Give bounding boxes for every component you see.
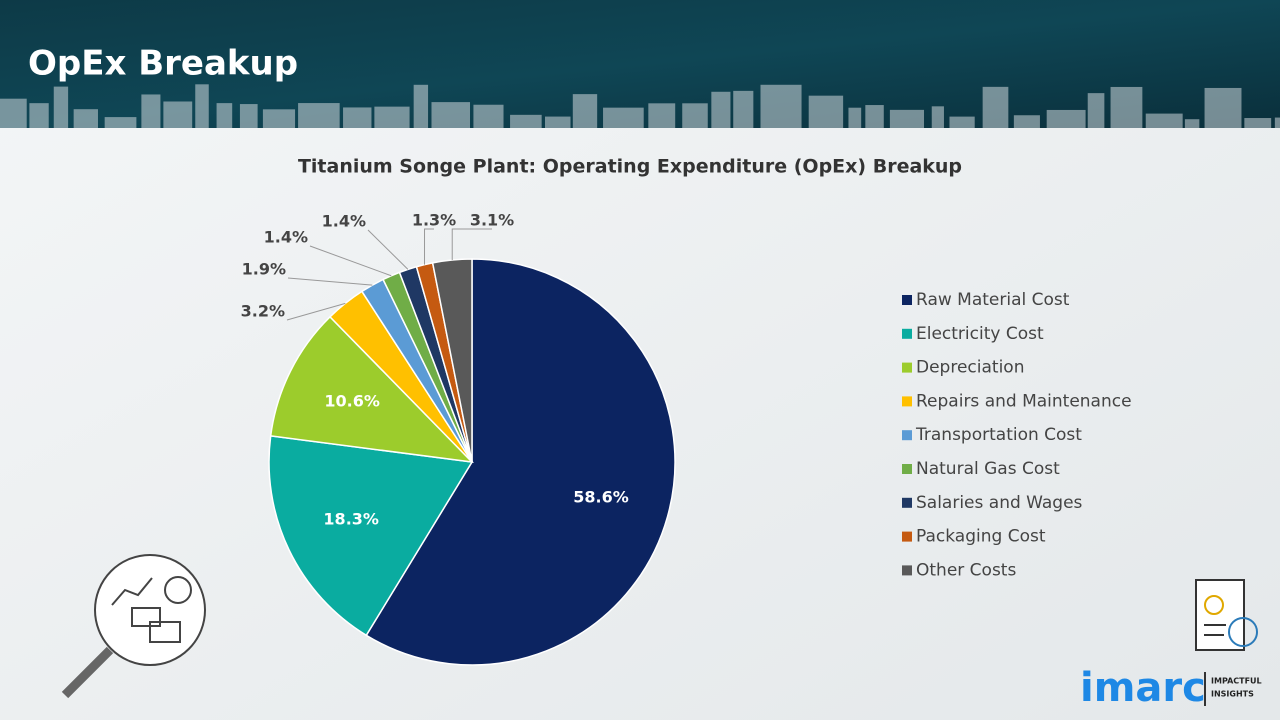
- leader-line: [287, 277, 373, 286]
- legend-swatch: [902, 430, 912, 441]
- building: [931, 106, 944, 128]
- building: [1244, 118, 1272, 128]
- building: [413, 84, 429, 128]
- legend-swatch: [902, 295, 912, 305]
- building: [141, 94, 161, 128]
- building: [343, 107, 372, 128]
- skyline: [0, 84, 1280, 128]
- legend-label: Electricity Cost: [916, 324, 1044, 344]
- building: [733, 90, 754, 128]
- building: [473, 104, 504, 128]
- legend-label: Transportation Cost: [915, 425, 1082, 445]
- leader-line: [367, 229, 409, 270]
- legend-swatch: [902, 531, 912, 542]
- data-label: 10.6%: [324, 392, 380, 411]
- building: [572, 94, 598, 128]
- data-label: 18.3%: [323, 509, 379, 528]
- chart-title: Titanium Songe Plant: Operating Expendit…: [298, 156, 962, 178]
- data-label: 58.6%: [573, 488, 629, 507]
- building: [1110, 86, 1143, 128]
- data-label: 1.3%: [412, 211, 456, 230]
- data-label: 1.4%: [264, 228, 308, 247]
- data-label: 1.9%: [242, 260, 286, 279]
- building: [262, 109, 296, 128]
- legend-swatch: [902, 464, 912, 474]
- cost-icon: [1195, 579, 1258, 651]
- legend-swatch: [902, 497, 912, 508]
- building: [682, 103, 708, 128]
- building: [195, 84, 209, 128]
- building: [104, 117, 137, 128]
- building: [374, 106, 410, 128]
- pie-slice: [269, 315, 475, 464]
- legend: Raw Material Cost Electricity Cost Depreci…: [902, 290, 1132, 580]
- pie-slice: [365, 258, 676, 666]
- building: [510, 114, 542, 128]
- building: [73, 109, 98, 128]
- pie: 58.6% 18.3% 10.6% 3.2% 1.9% 1.4% 1.4% 1.3% 3.1%: [241, 211, 676, 666]
- legend-swatch: [902, 328, 912, 339]
- legend-swatch: [902, 565, 912, 576]
- building: [1274, 117, 1280, 128]
- building: [239, 104, 258, 128]
- building: [0, 98, 27, 128]
- data-label: 1.4%: [322, 212, 366, 231]
- building: [1204, 87, 1242, 128]
- leader-line: [451, 228, 492, 260]
- building: [889, 109, 925, 128]
- pie-slice: [431, 258, 473, 463]
- legend-label: Salaries and Wages: [916, 493, 1083, 513]
- building: [848, 107, 862, 128]
- logo-text: imarc: [1080, 665, 1206, 711]
- building: [949, 116, 975, 128]
- legend-label: Packaging Cost: [916, 527, 1046, 547]
- legend-label: Depreciation: [916, 358, 1024, 378]
- building: [808, 95, 844, 128]
- analytics-icon: [61, 554, 206, 699]
- building: [760, 84, 802, 128]
- header-band: [0, 0, 1280, 128]
- leader-line: [286, 302, 346, 321]
- building: [29, 103, 49, 128]
- building: [216, 103, 233, 128]
- building: [1184, 119, 1200, 128]
- building: [431, 102, 471, 128]
- logo-tagline: INSIGHTS: [1211, 690, 1254, 699]
- pie-slice: [268, 435, 474, 637]
- building: [711, 91, 731, 128]
- legend-swatch: [902, 396, 912, 407]
- building: [603, 107, 644, 128]
- building: [648, 103, 676, 128]
- slide-title: OpEx Breakup: [28, 44, 298, 84]
- building: [1145, 113, 1183, 128]
- building: [1087, 93, 1105, 128]
- building: [298, 103, 340, 128]
- legend-label: Natural Gas Cost: [916, 459, 1060, 479]
- building: [163, 101, 193, 128]
- data-label: 3.1%: [470, 211, 514, 230]
- legend-label: Raw Material Cost: [916, 290, 1070, 310]
- logo: imarc IMPACTFUL INSIGHTS: [1080, 665, 1262, 711]
- building: [865, 105, 884, 128]
- building: [982, 86, 1009, 128]
- data-label: 3.2%: [241, 302, 285, 321]
- leader-line: [309, 245, 392, 277]
- building: [1013, 115, 1040, 128]
- building: [544, 116, 571, 128]
- logo-tagline: IMPACTFUL: [1211, 677, 1262, 686]
- legend-swatch: [902, 362, 912, 373]
- building: [53, 86, 69, 128]
- leader-line: [424, 228, 434, 265]
- building: [1046, 109, 1086, 128]
- legend-label: Repairs and Maintenance: [916, 391, 1132, 411]
- legend-label: Other Costs: [916, 560, 1016, 580]
